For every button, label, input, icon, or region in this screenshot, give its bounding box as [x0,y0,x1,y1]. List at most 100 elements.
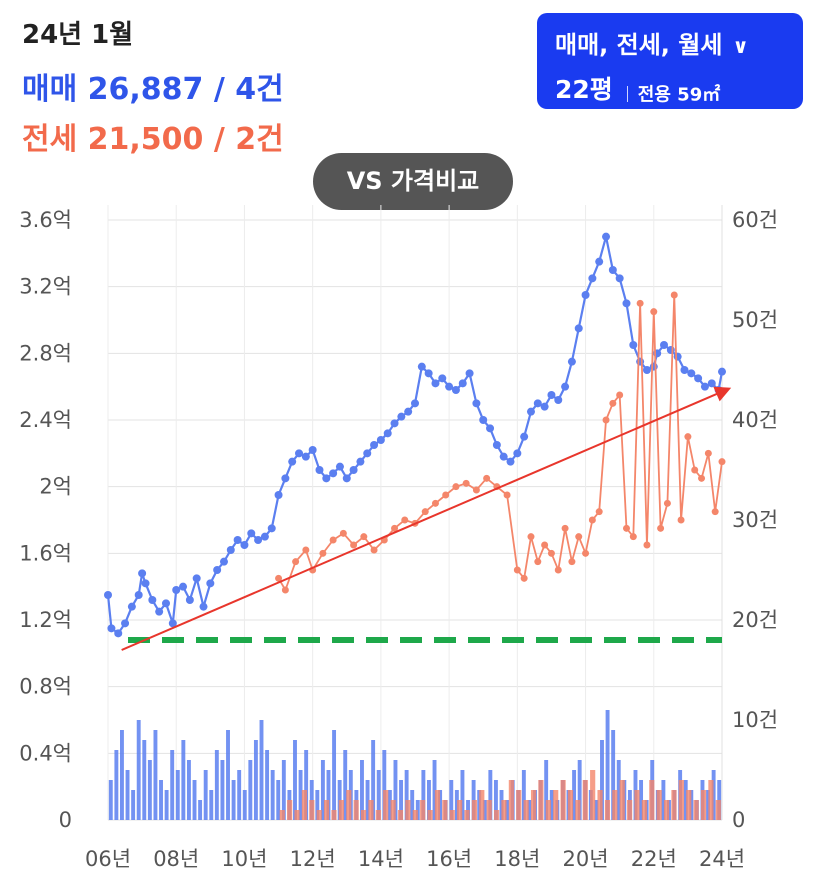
jeonse-data-point [370,546,378,554]
jeonse-volume-bar [700,790,707,820]
sale-data-point [240,541,249,549]
sale-volume-bar [376,770,381,820]
jeonse-volume-bar [338,800,344,820]
x-tick-label: 20년 [563,847,609,871]
sale-data-point [499,452,508,461]
jeonse-volume-bar [501,800,507,820]
y-right-tick-label: 50건 [732,308,778,332]
jeonse-data-point [472,486,480,494]
sale-data-point [424,369,433,378]
jeonse-volume-bar [575,800,581,820]
sale-data-point [465,369,474,378]
sale-data-point [718,367,726,376]
x-tick-label: 10년 [221,847,267,871]
jeonse-volume-bar [383,790,389,820]
sale-volume-bar [482,800,487,820]
jeonse-volume-bar [471,800,477,820]
sale-volume-bar [404,770,409,820]
sale-volume-bar [544,760,549,820]
sale-data-point [161,599,170,608]
jeonse-data-point [650,308,658,316]
jeonse-volume-bar [301,790,308,820]
sale-data-point [687,369,696,378]
jeonse-data-point [588,516,596,524]
jeonse-data-point [483,474,491,482]
jeonse-volume-bar [457,800,463,820]
y-left-tick-label: 0.4억 [19,741,72,765]
sale-volume-bar [711,770,716,820]
jeonse-data-point [452,483,460,491]
y-left-tick-label: 2.4억 [19,408,72,432]
jeonse-data-point [609,399,617,407]
jeonse-volume-bar [516,790,522,820]
jeonse-data-point [718,458,726,466]
sale-data-point [288,457,297,466]
jeonse-volume-bar [553,790,559,820]
sale-data-point [492,441,501,449]
sale-data-point [547,391,556,399]
sale-data-point [247,529,256,538]
sale-data-point [219,557,228,566]
jeonse-volume-bar [486,800,492,820]
jeonse-volume-bar [678,780,684,820]
jeonse-data-point [677,516,685,524]
sale-data-point [155,607,164,616]
y-left-tick-label: 0 [59,808,72,832]
sale-data-point [451,386,460,394]
sale-volume-bar [360,760,364,820]
trade-types-label: 매매, 전세, 월세 [555,31,723,59]
sale-volume-bar [203,770,208,820]
sale-data-point [608,266,617,274]
sale-data-point [438,374,447,383]
sale-volume-bar [527,800,532,820]
sale-volume-bar [237,770,242,820]
jeonse-data-point [329,536,337,544]
sale-data-point [673,352,682,361]
sale-volume-bar [410,790,415,820]
sale-volume-bar [142,740,147,820]
jeonse-volume-bar [656,790,662,820]
sale-volume-bar [120,730,124,820]
sale-volume-bar [639,780,644,820]
sale-data-point [417,362,426,371]
sale-volume-bar [387,790,392,820]
sale-volume-bar [427,780,431,820]
sale-volume-bar [572,770,577,820]
sale-volume-bar [460,770,465,820]
sale-data-point [694,374,703,383]
sale-volume-bar [159,780,163,820]
x-tick-label: 24년 [699,847,745,871]
jeonse-volume-bar [627,800,633,820]
sale-volume-bar [281,760,286,820]
sale-data-point [472,399,481,408]
x-tick-label: 22년 [631,847,677,871]
y-right-tick-label: 0 [732,808,745,832]
sale-data-point [342,474,351,483]
sale-data-point [301,452,310,461]
sale-volume-bar [298,770,303,820]
period-label: 24년 1월 [22,20,134,50]
jeonse-data-point [292,558,300,566]
jeonse-data-point [520,574,528,582]
trade-filter-button[interactable]: 매매, 전세, 월세 ∨ 22평 전용 59㎡ [537,13,803,109]
jeonse-volume-bar [560,780,566,820]
jeonse-volume-bar [420,800,426,820]
jeonse-data-point [401,516,409,524]
sale-data-point [506,457,515,466]
jeonse-data-point [431,499,439,507]
sale-data-point [411,399,419,408]
sale-volume-bar [432,760,437,820]
jeonse-data-point [554,566,562,574]
jeonse-data-point [616,391,624,399]
sale-volume-bar [706,790,710,820]
sale-volume-bar [343,750,348,820]
sale-volume-bar [315,790,320,820]
sale-volume-bar [170,750,175,820]
sale-data-point [642,366,651,374]
jeonse-volume-bar [390,800,396,820]
x-tick-label: 16년 [426,847,472,871]
vs-compare-button[interactable]: VS 가격비교 [313,153,513,210]
y-right-tick-label: 20건 [732,608,778,632]
sale-data-point [141,579,150,588]
